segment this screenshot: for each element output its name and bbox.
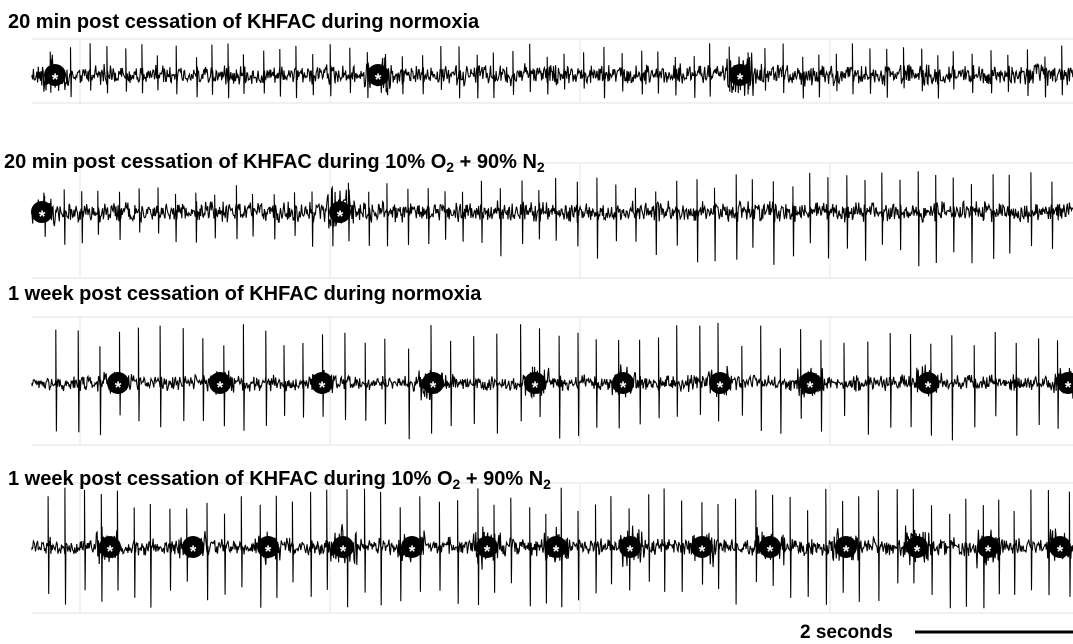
title-text: 20 min post cessation of KHFAC during no…: [8, 11, 480, 33]
asterisk: *: [717, 378, 724, 397]
asterisk: *: [375, 70, 382, 89]
title-text: 20 min post cessation of KHFAC during 10…: [4, 151, 446, 173]
asterisk: *: [340, 542, 347, 561]
panel-title: 20 min post cessation of KHFAC during no…: [8, 11, 480, 33]
subscript: 2: [543, 476, 551, 492]
traces: [31, 43, 1073, 608]
asterisk: *: [107, 542, 114, 561]
asterisk: *: [217, 378, 224, 397]
title-text: + 90% N: [454, 151, 537, 173]
asterisk: *: [265, 542, 272, 561]
background-grid: [32, 39, 1073, 613]
asterisk: *: [925, 378, 932, 397]
asterisk: *: [319, 378, 326, 397]
subscript: 2: [453, 476, 461, 492]
labels: 20 min post cessation of KHFAC during no…: [4, 11, 1072, 561]
asterisk: *: [409, 542, 416, 561]
asterisk: *: [620, 378, 627, 397]
asterisk: *: [553, 542, 560, 561]
asterisk: *: [1065, 378, 1072, 397]
asterisk: *: [627, 542, 634, 561]
asterisk: *: [843, 542, 850, 561]
title-text: 1 week post cessation of KHFAC during 10…: [8, 468, 453, 490]
recording-trace: [32, 43, 1073, 98]
asterisk: *: [430, 378, 437, 397]
asterisk: *: [39, 207, 46, 226]
panel-title: 1 week post cessation of KHFAC during 10…: [8, 468, 551, 492]
asterisk: *: [52, 70, 59, 89]
subscript: 2: [446, 159, 454, 175]
asterisk: *: [699, 542, 706, 561]
asterisk: *: [484, 542, 491, 561]
asterisk: *: [337, 207, 344, 226]
recording-trace: [32, 323, 1073, 441]
asterisk: *: [985, 542, 992, 561]
subscript: 2: [537, 159, 545, 175]
scale-bar-label: 2 seconds: [800, 622, 893, 643]
asterisk: *: [807, 378, 814, 397]
asterisk: *: [914, 542, 921, 561]
panel-title: 20 min post cessation of KHFAC during 10…: [4, 151, 545, 175]
asterisk: *: [532, 378, 539, 397]
page: 20 min post cessation of KHFAC during no…: [0, 0, 1073, 644]
figure: 20 min post cessation of KHFAC during no…: [0, 0, 1073, 644]
asterisk: *: [190, 542, 197, 561]
asterisk: *: [737, 70, 744, 89]
asterisk: *: [767, 542, 774, 561]
panel-title: 1 week post cessation of KHFAC during no…: [8, 283, 482, 305]
recording-trace: [32, 171, 1073, 266]
asterisk: *: [115, 378, 122, 397]
asterisk: *: [1057, 542, 1064, 561]
title-text: 1 week post cessation of KHFAC during no…: [8, 283, 482, 305]
title-text: + 90% N: [460, 468, 543, 490]
